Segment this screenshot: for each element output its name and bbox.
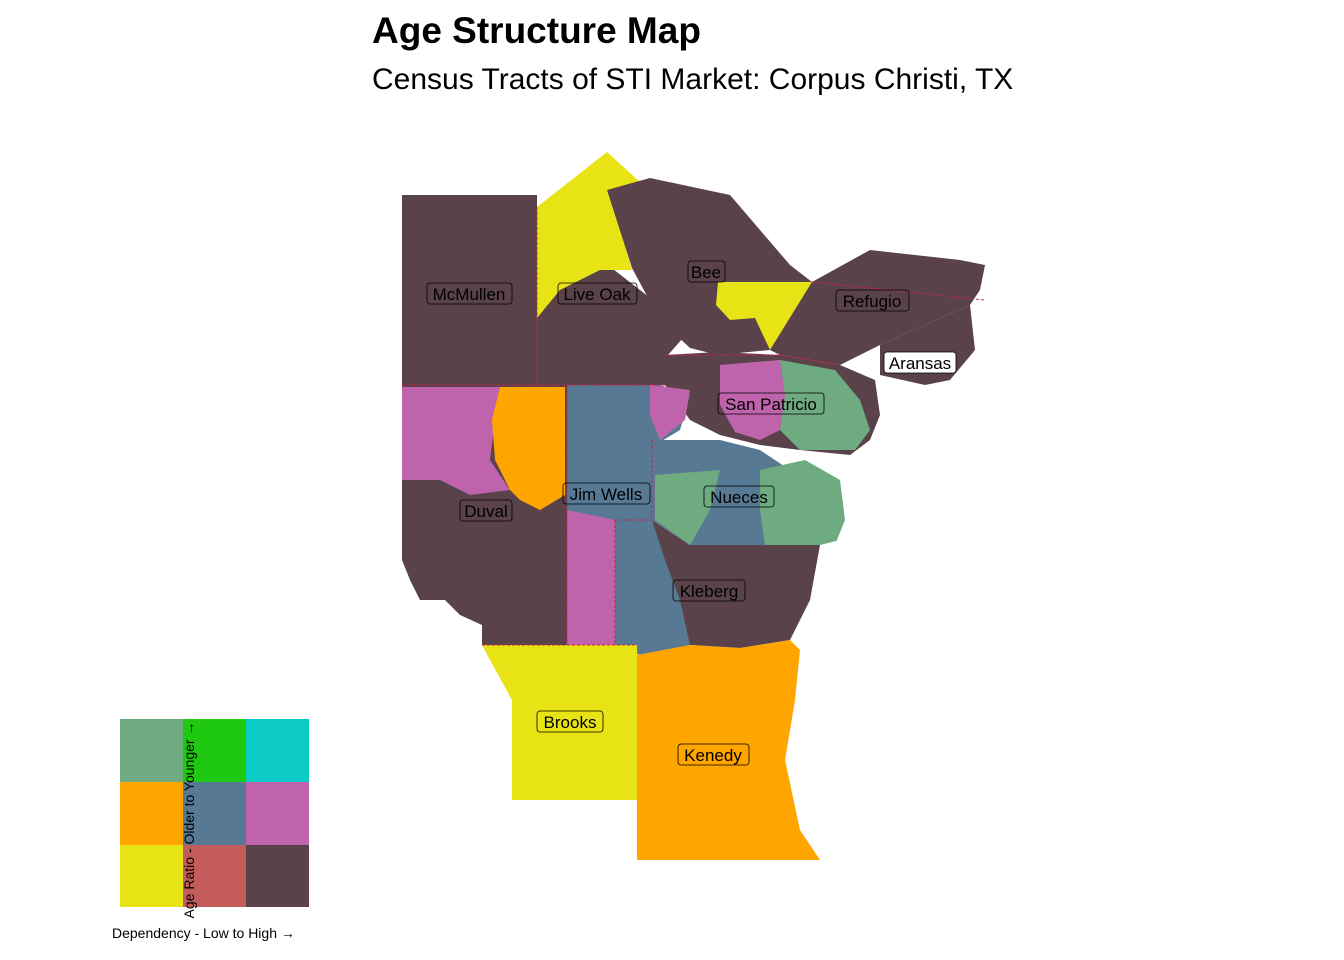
label-refugio: Refugio: [835, 289, 910, 312]
svg-text:Nueces: Nueces: [710, 488, 768, 507]
svg-text:Kleberg: Kleberg: [680, 582, 739, 601]
legend-y-label: Age Ratio - Older to Younger →: [181, 721, 197, 919]
county-labels: McMullen Live Oak Bee Refugio Aransas Sa…: [426, 260, 957, 766]
label-brooks: Brooks: [536, 710, 604, 733]
label-aransas: Aransas: [883, 351, 957, 374]
svg-text:Live Oak: Live Oak: [563, 285, 631, 304]
county-jim-wells-pink2: [650, 385, 690, 440]
svg-text:Refugio: Refugio: [843, 292, 902, 311]
county-duval-pink: [402, 387, 510, 495]
county-jim-wells-pink: [567, 510, 615, 645]
svg-text:Bee: Bee: [691, 263, 721, 282]
legend-cell-1-0: [120, 782, 183, 845]
county-brooks: [482, 645, 637, 800]
legend-cell-1-2: [246, 782, 309, 845]
legend-cell-1-1: [183, 782, 246, 845]
svg-text:Jim Wells: Jim Wells: [570, 485, 642, 504]
legend-cell-2-1: [183, 845, 246, 907]
svg-text:San Patricio: San Patricio: [725, 395, 817, 414]
svg-text:McMullen: McMullen: [433, 285, 506, 304]
legend-cell-0-1: [183, 719, 246, 782]
label-bee: Bee: [687, 260, 726, 283]
label-mcmullen: McMullen: [426, 282, 513, 305]
county-san-patricio-green: [780, 360, 870, 450]
legend-x-label: Dependency - Low to High →: [112, 925, 295, 941]
county-duval-orange: [492, 387, 565, 510]
county-live-oak-yellow: [537, 152, 640, 318]
bivariate-legend: [120, 719, 309, 907]
county-kleberg-blue: [615, 520, 690, 655]
svg-text:Duval: Duval: [464, 502, 507, 521]
county-san-patricio-pink: [720, 360, 785, 440]
label-kleberg: Kleberg: [672, 579, 746, 602]
label-nueces: Nueces: [703, 485, 775, 508]
label-kenedy: Kenedy: [677, 743, 750, 766]
legend-cell-2-0: [120, 845, 183, 907]
legend-cell-0-2: [246, 719, 309, 782]
label-duval: Duval: [459, 499, 513, 522]
coastline: [798, 385, 960, 860]
label-live-oak: Live Oak: [557, 282, 638, 305]
svg-text:Brooks: Brooks: [544, 713, 597, 732]
svg-text:Kenedy: Kenedy: [684, 746, 742, 765]
county-mcmullen: [402, 195, 537, 385]
legend-cell-0-0: [120, 719, 183, 782]
label-san-patricio: San Patricio: [717, 392, 825, 415]
legend-cell-2-2: [246, 845, 309, 907]
map-title: Age Structure Map: [372, 10, 701, 51]
svg-text:Aransas: Aransas: [889, 354, 951, 373]
county-refugio: [770, 250, 985, 365]
label-jim-wells: Jim Wells: [562, 482, 651, 505]
map-subtitle: Census Tracts of STI Market: Corpus Chri…: [372, 63, 1014, 96]
county-kenedy: [637, 640, 820, 860]
county-bee-yellow: [716, 282, 812, 350]
county-borders: [402, 207, 986, 646]
county-nueces-green2: [760, 460, 845, 545]
